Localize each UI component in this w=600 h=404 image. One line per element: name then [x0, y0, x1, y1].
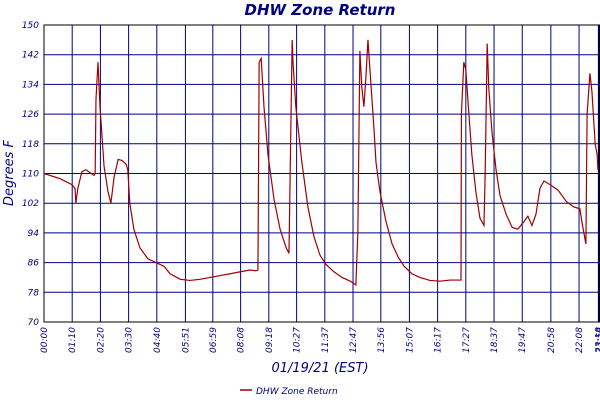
x-tick-label: 05:51	[181, 327, 191, 353]
y-tick-label: 150	[22, 21, 39, 31]
x-tick-label: 06:59	[209, 327, 219, 353]
x-tick-label: 11:37	[321, 327, 331, 353]
x-tick-label: 08:08	[237, 327, 247, 353]
y-tick-label: 126	[22, 110, 39, 120]
x-tick-label: 16:17	[434, 327, 444, 353]
x-tick-label: 01:10	[68, 327, 78, 353]
x-tick-label: 19:47	[518, 327, 528, 353]
series-line	[43, 39, 599, 286]
x-tick-label: 20:58	[547, 327, 557, 353]
x-tick-label: 00:00	[40, 327, 50, 353]
y-tick-label: 70	[28, 318, 40, 328]
y-tick-label: 142	[22, 51, 39, 61]
y-tick-label: 86	[28, 259, 40, 269]
y-tick-label: 134	[22, 80, 39, 90]
y-tick-label: 118	[22, 140, 39, 150]
y-tick-label: 110	[22, 170, 39, 180]
x-tick-label: 15:07	[405, 327, 415, 353]
x-tick-label: 18:37	[490, 327, 500, 353]
y-axis-label: Degrees F	[2, 139, 17, 206]
x-tick-label: 09:18	[265, 327, 275, 353]
y-tick-label: 78	[28, 288, 40, 298]
y-tick-label: 102	[22, 199, 39, 209]
x-tick-label: 23:18	[594, 327, 600, 353]
x-tick-label: 23:59	[596, 327, 600, 353]
x-tick-label: 02:20	[96, 327, 106, 353]
y-tick-label: 94	[28, 229, 40, 239]
x-tick-label: 03:30	[125, 327, 135, 353]
x-tick-label: 22:08	[575, 327, 585, 353]
x-tick-label: 13:56	[377, 327, 387, 353]
x-tick-label: 12:47	[349, 327, 359, 353]
x-tick-label: 10:27	[293, 327, 303, 353]
x-tick-label: 17:27	[462, 327, 472, 353]
chart-title: DHW Zone Return	[245, 1, 396, 19]
x-axis-label: 01/19/21 (EST)	[271, 361, 368, 376]
legend-label: DHW Zone Return	[256, 387, 338, 397]
x-tick-label: 04:40	[153, 327, 163, 353]
